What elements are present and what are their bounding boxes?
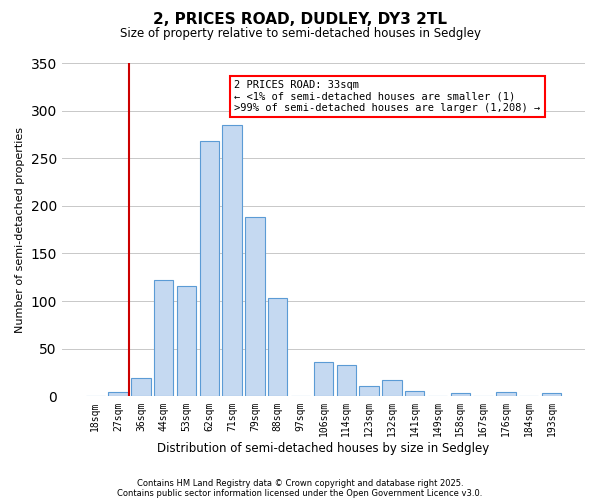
Text: Contains public sector information licensed under the Open Government Licence v3: Contains public sector information licen…	[118, 488, 482, 498]
Bar	[542, 394, 561, 396]
Bar	[109, 392, 128, 396]
Bar	[337, 365, 356, 396]
Bar	[223, 125, 242, 396]
Bar	[405, 390, 424, 396]
X-axis label: Distribution of semi-detached houses by size in Sedgley: Distribution of semi-detached houses by …	[157, 442, 490, 455]
Bar	[359, 386, 379, 396]
Text: Size of property relative to semi-detached houses in Sedgley: Size of property relative to semi-detach…	[119, 28, 481, 40]
Text: Contains HM Land Registry data © Crown copyright and database right 2025.: Contains HM Land Registry data © Crown c…	[137, 478, 463, 488]
Bar	[131, 378, 151, 396]
Bar	[154, 280, 173, 396]
Bar	[314, 362, 333, 396]
Y-axis label: Number of semi-detached properties: Number of semi-detached properties	[15, 126, 25, 332]
Bar	[382, 380, 401, 396]
Bar	[245, 218, 265, 396]
Bar	[200, 141, 219, 397]
Bar	[496, 392, 515, 396]
Bar	[177, 286, 196, 397]
Text: 2, PRICES ROAD, DUDLEY, DY3 2TL: 2, PRICES ROAD, DUDLEY, DY3 2TL	[153, 12, 447, 28]
Bar	[268, 298, 287, 396]
Text: 2 PRICES ROAD: 33sqm
← <1% of semi-detached houses are smaller (1)
>99% of semi-: 2 PRICES ROAD: 33sqm ← <1% of semi-detac…	[235, 80, 541, 113]
Bar	[451, 394, 470, 396]
